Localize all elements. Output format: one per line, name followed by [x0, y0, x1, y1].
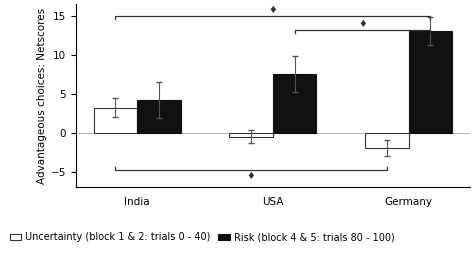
Bar: [94, 108, 137, 133]
Bar: [229, 133, 273, 136]
Text: ♦: ♦: [358, 19, 367, 29]
Text: ♦: ♦: [268, 5, 277, 15]
Bar: [365, 133, 409, 148]
Y-axis label: Advantageous choices: Netscores: Advantageous choices: Netscores: [36, 8, 46, 184]
Bar: [273, 74, 316, 133]
Bar: [137, 100, 181, 133]
Legend: Uncertainty (block 1 & 2: trials 0 - 40), Risk (block 4 & 5: trials 80 - 100): Uncertainty (block 1 & 2: trials 0 - 40)…: [10, 232, 395, 242]
Text: ♦: ♦: [247, 171, 255, 181]
Bar: [409, 31, 452, 133]
